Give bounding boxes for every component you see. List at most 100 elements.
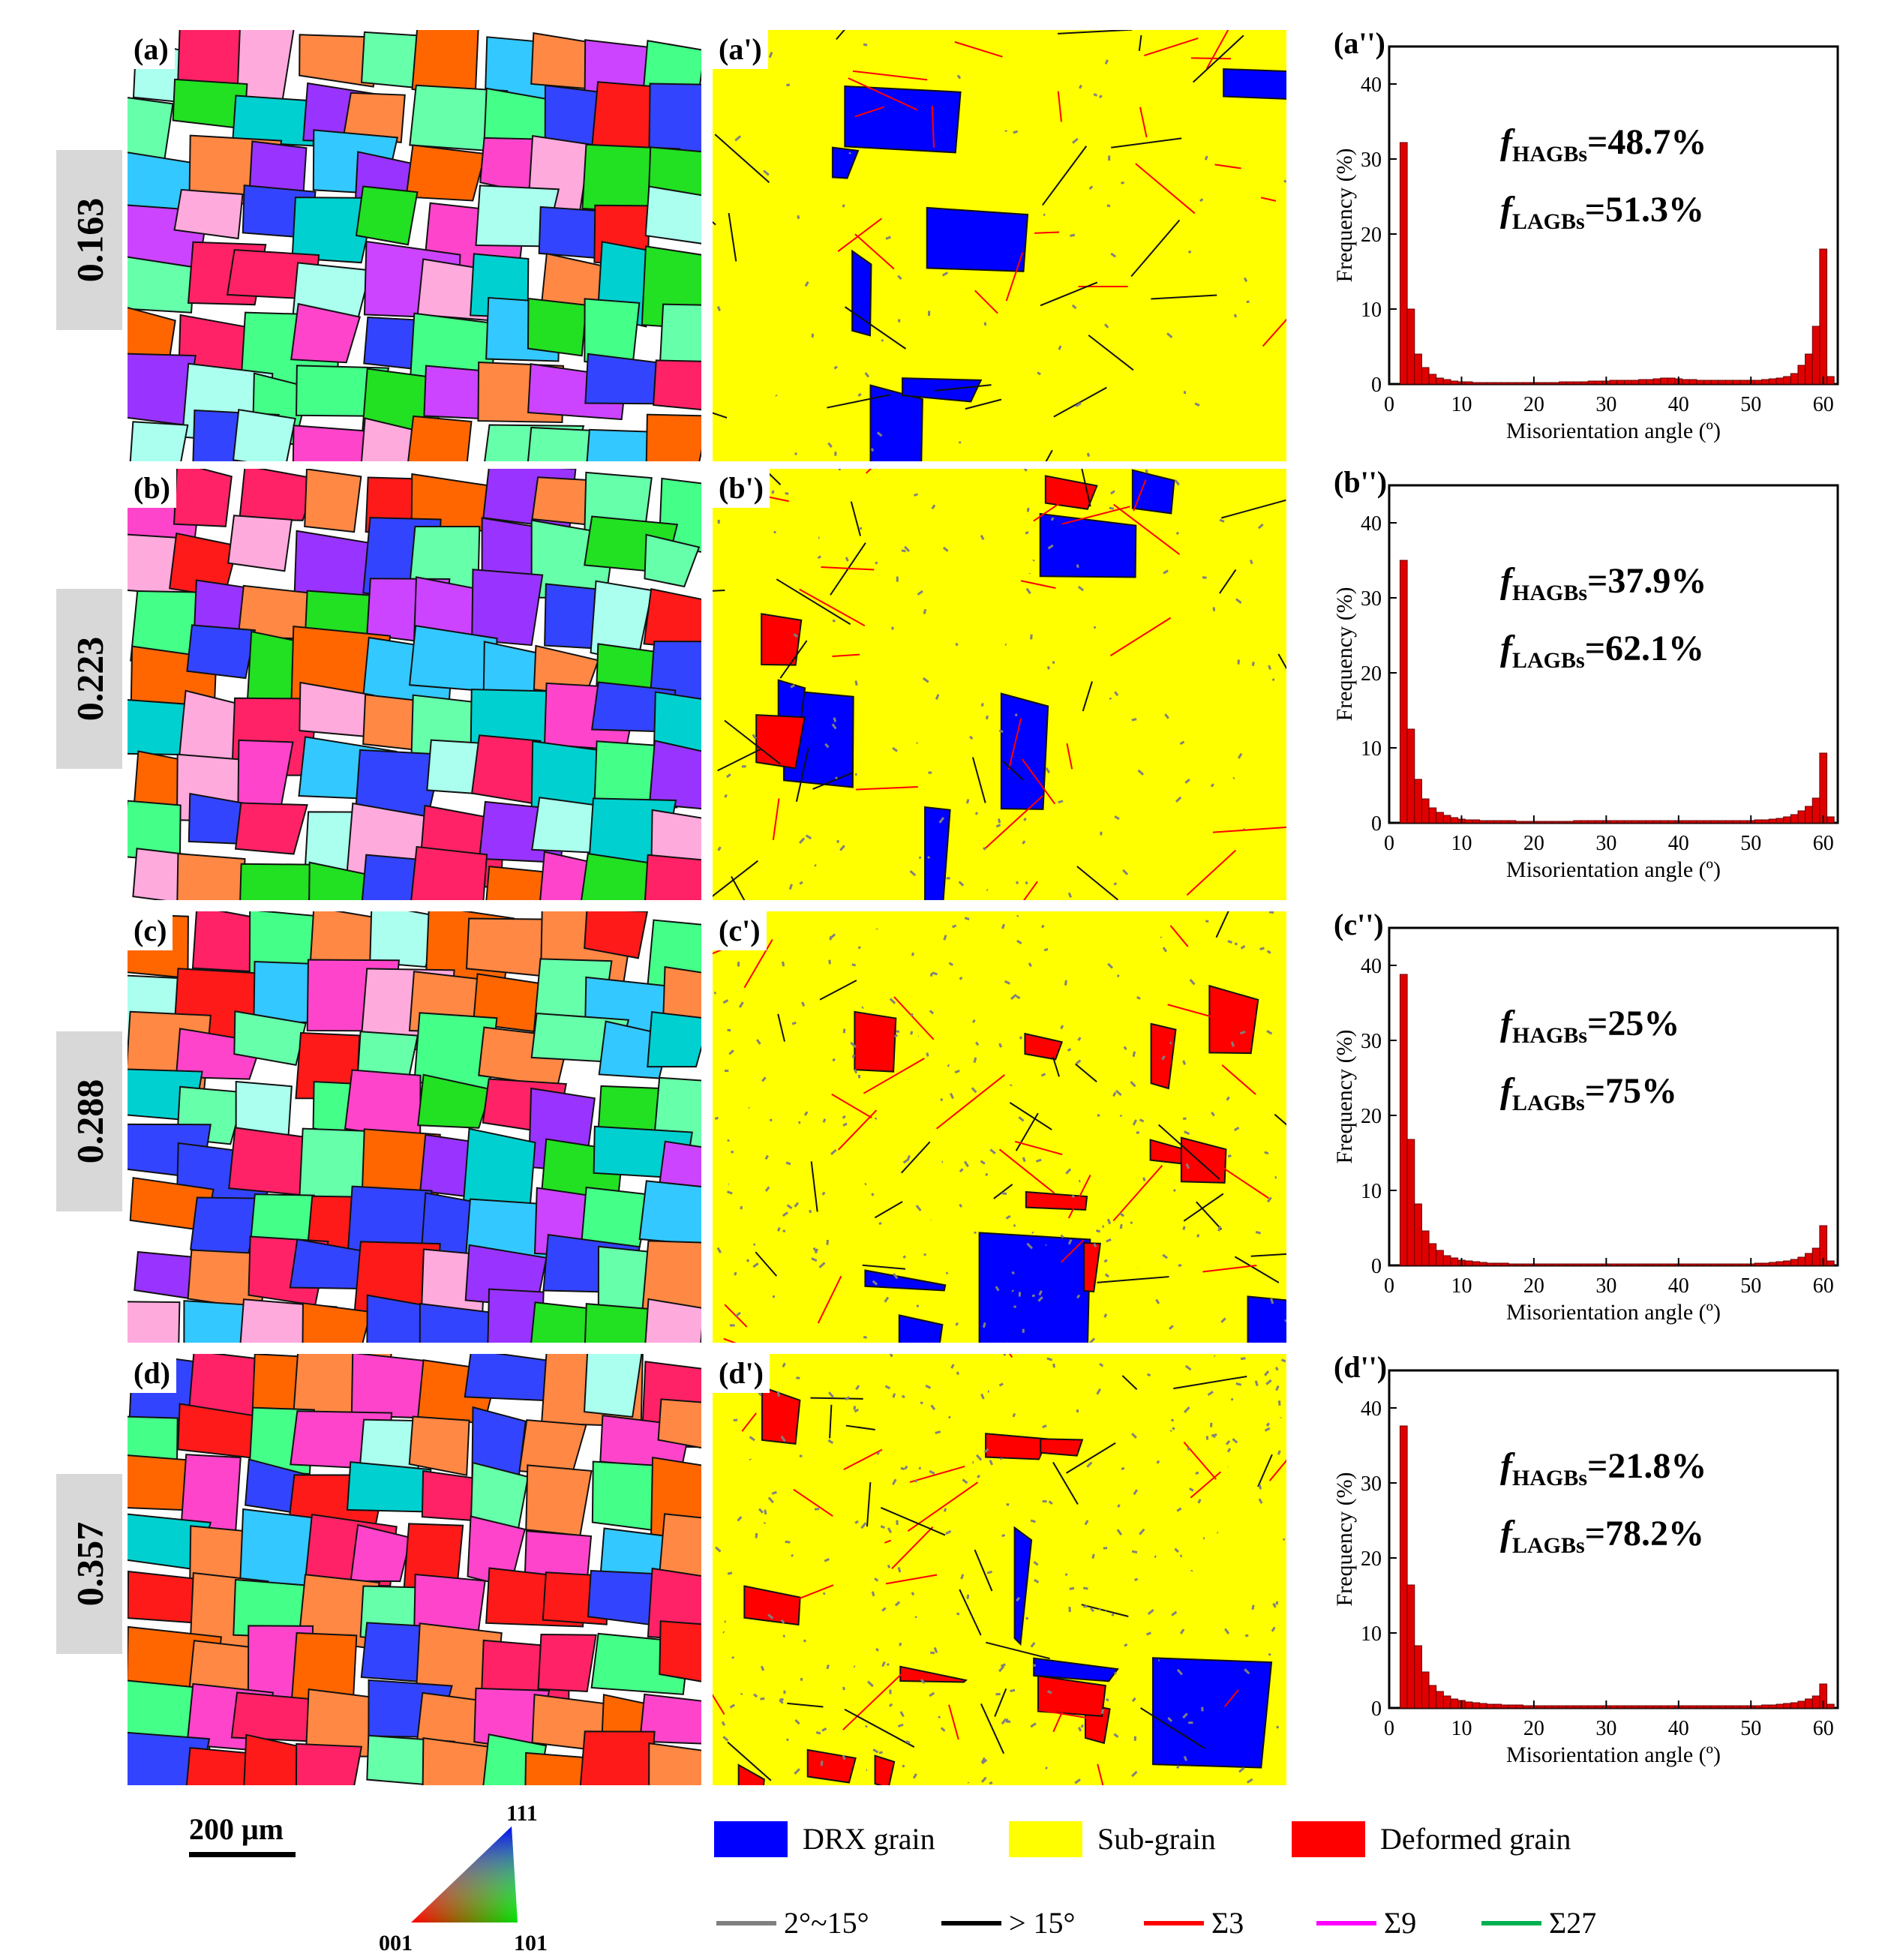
lagb-segment bbox=[1131, 1433, 1137, 1439]
lagb-segment bbox=[1166, 332, 1173, 339]
grain bbox=[645, 413, 701, 461]
lagb-segment bbox=[1139, 1528, 1145, 1535]
y-tick-label: 20 bbox=[1361, 1105, 1382, 1128]
lagb-segment bbox=[1175, 1765, 1180, 1769]
histogram-bar bbox=[1559, 1263, 1567, 1266]
lagb-segment bbox=[790, 684, 795, 689]
boundary-line bbox=[974, 1549, 993, 1592]
boundary-line bbox=[1020, 580, 1056, 590]
lagb-segment bbox=[752, 1243, 756, 1247]
lagb-segment bbox=[995, 1286, 1000, 1292]
boundary-line bbox=[731, 875, 746, 900]
histogram-bar bbox=[1725, 820, 1733, 824]
lagb-segment bbox=[1016, 914, 1019, 917]
histogram-bar bbox=[1464, 819, 1473, 824]
histogram-bar bbox=[1660, 1705, 1668, 1709]
boundary-line bbox=[866, 469, 872, 474]
grain bbox=[308, 861, 381, 900]
histogram-bar bbox=[1797, 1256, 1806, 1266]
x-axis-label: Misorientation angle (º) bbox=[1506, 857, 1721, 882]
lagb-segment bbox=[1237, 752, 1243, 759]
lagb-segment bbox=[760, 1665, 765, 1671]
lagb-segment bbox=[1116, 1529, 1123, 1536]
lagb-segment bbox=[1037, 371, 1041, 376]
boundary-line bbox=[776, 578, 851, 626]
boundary-line bbox=[893, 996, 935, 1040]
lagb-segment bbox=[833, 717, 837, 722]
lagb-segment bbox=[1069, 1586, 1075, 1590]
boundary-line bbox=[821, 566, 875, 571]
lagb-segment bbox=[715, 1546, 722, 1553]
lagb-segment bbox=[788, 884, 794, 890]
lagb-segment bbox=[1064, 1573, 1068, 1577]
histogram-bar bbox=[1725, 1705, 1733, 1709]
lagb-segment bbox=[910, 1013, 914, 1017]
panel-label: (c) bbox=[128, 911, 173, 950]
lagb-segment bbox=[983, 322, 987, 326]
histogram-bar bbox=[1652, 1263, 1661, 1266]
boundary-line bbox=[1257, 1454, 1273, 1487]
lagb-segment bbox=[1072, 137, 1079, 144]
lagb-segment bbox=[1098, 95, 1103, 99]
histogram-bar bbox=[1573, 1263, 1582, 1266]
lagb-segment bbox=[897, 1567, 902, 1573]
lagb-segment bbox=[1161, 1055, 1166, 1061]
lagb-segment bbox=[1005, 1214, 1011, 1220]
histogram-bar bbox=[1768, 1704, 1777, 1709]
lagb-segment bbox=[785, 491, 789, 495]
lagb-segment bbox=[740, 1205, 743, 1210]
boundary-line bbox=[1066, 1442, 1116, 1474]
grain bbox=[239, 469, 318, 521]
grain bbox=[419, 1302, 503, 1343]
lagb-segment bbox=[1016, 1596, 1021, 1602]
lagb-segment bbox=[956, 1371, 959, 1376]
lagb-segment bbox=[731, 1655, 735, 1659]
boundary-line bbox=[1140, 1707, 1205, 1749]
lagb-segment bbox=[1182, 1060, 1187, 1065]
x-axis-label: Misorientation angle (º) bbox=[1506, 1300, 1721, 1325]
lagb-segment bbox=[1100, 1709, 1105, 1715]
lagb-segment bbox=[738, 1001, 744, 1008]
lagb-segment bbox=[1176, 1668, 1184, 1676]
lagb-segment bbox=[917, 590, 923, 596]
legend-line bbox=[1316, 1921, 1376, 1925]
lagb-segment bbox=[1205, 1436, 1209, 1440]
boundary-line bbox=[713, 589, 725, 592]
histogram-bar bbox=[1660, 377, 1668, 385]
lagb-segment bbox=[880, 1525, 885, 1529]
boundary-line bbox=[1040, 281, 1098, 307]
lagb-segment bbox=[780, 1619, 785, 1624]
boundary-line bbox=[1219, 569, 1237, 594]
boundary-line bbox=[827, 394, 891, 409]
lagb-segment bbox=[1088, 185, 1094, 191]
boundary-line bbox=[812, 772, 853, 790]
lagb-segment bbox=[1244, 1668, 1250, 1675]
boundary-line bbox=[1058, 30, 1133, 35]
lagb-segment bbox=[721, 1721, 726, 1727]
histogram-bar bbox=[1768, 378, 1777, 385]
histogram-bar bbox=[1696, 380, 1705, 385]
lagb-segment bbox=[1046, 1690, 1052, 1694]
boundary-line bbox=[863, 1058, 925, 1094]
lagb-segment bbox=[854, 1520, 859, 1524]
x-tick-label: 60 bbox=[1813, 393, 1834, 416]
y-tick-label: 40 bbox=[1361, 512, 1382, 536]
histogram-bar bbox=[1595, 380, 1604, 385]
lagb-segment bbox=[776, 1391, 781, 1397]
lagb-segment bbox=[767, 1613, 774, 1619]
lagb-segment bbox=[1001, 1192, 1007, 1196]
boundary-line bbox=[1076, 866, 1118, 900]
lagb-segment bbox=[1004, 980, 1010, 985]
histogram-bar bbox=[1652, 820, 1661, 824]
grain bbox=[1083, 1241, 1101, 1293]
lagb-segment bbox=[897, 1723, 904, 1728]
ipf-map-svg bbox=[128, 30, 701, 461]
lagb-segment bbox=[1113, 1671, 1117, 1675]
histogram-bar bbox=[1732, 380, 1741, 385]
histogram-bar bbox=[1493, 820, 1502, 824]
grain bbox=[844, 85, 962, 154]
lagb-segment bbox=[827, 442, 833, 449]
lagb-segment bbox=[1038, 1290, 1043, 1296]
lagb-segment bbox=[969, 735, 974, 740]
